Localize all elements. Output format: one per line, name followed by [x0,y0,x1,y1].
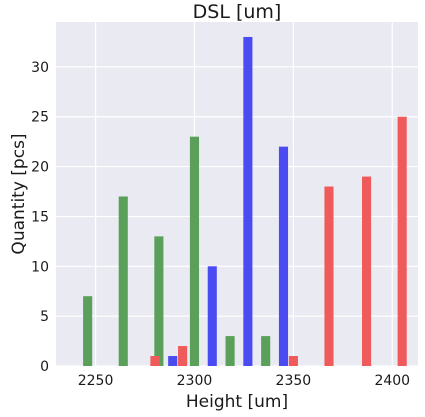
tick-labels: 2250 2300 2350 2400 0 5 10 15 20 25 30 [31,60,410,389]
y-tick-label: 15 [31,209,49,225]
y-tick-label: 5 [40,309,49,325]
red-bar [178,346,188,366]
x-tick-label: 2350 [276,373,312,389]
red-bar [324,186,334,366]
bars [83,36,407,367]
green-bar [189,136,200,366]
green-bar [154,236,164,366]
x-tick-label: 2300 [177,373,213,389]
x-axis-label: Height [um] [186,392,288,412]
green-bar [261,336,271,366]
y-tick-label: 10 [31,259,49,275]
blue-bar [243,36,253,367]
y-tick-label: 0 [40,359,49,375]
x-tick-label: 2400 [374,373,410,389]
blue-bar [168,356,178,366]
green-bar [118,196,128,366]
green-bar [83,296,93,366]
red-bar [288,356,298,366]
blue-bar [207,266,217,366]
red-bar [362,176,372,366]
blue-bar [278,146,289,366]
plot-area [56,22,418,366]
y-tick-label: 25 [31,110,49,126]
red-bar [397,116,407,366]
y-tick-label: 30 [31,60,49,76]
red-bar [150,356,160,366]
chart-title: DSL [um] [193,1,282,23]
y-tick-label: 20 [31,160,49,176]
y-axis-label: Quantity [pcs] [9,133,29,254]
x-tick-label: 2250 [78,373,114,389]
green-bar [225,336,235,366]
